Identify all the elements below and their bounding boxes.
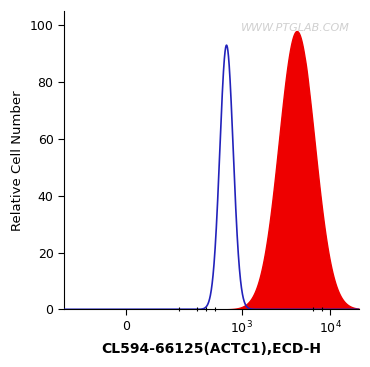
- Text: WWW.PTGLAB.COM: WWW.PTGLAB.COM: [241, 23, 350, 33]
- X-axis label: CL594-66125(ACTC1),ECD-H: CL594-66125(ACTC1),ECD-H: [101, 342, 322, 356]
- Y-axis label: Relative Cell Number: Relative Cell Number: [11, 90, 24, 230]
